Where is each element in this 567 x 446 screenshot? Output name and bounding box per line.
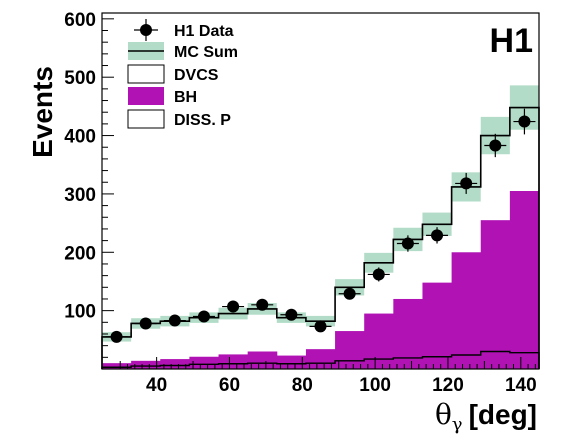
y-tick-label: 200 <box>64 243 96 264</box>
data-point <box>343 287 356 300</box>
legend: H1 Data MC Sum DVCS BH DISS. P <box>127 19 238 129</box>
data-point <box>431 229 444 242</box>
legend-label: MC Sum <box>174 44 238 61</box>
data-point <box>139 317 152 330</box>
bh-layer <box>102 191 540 369</box>
legend-data-marker <box>140 24 152 36</box>
data-point <box>285 308 298 321</box>
bh-bar <box>276 355 307 369</box>
x-tick-label: 140 <box>505 375 537 396</box>
x-axis-unit: [deg] <box>469 399 537 430</box>
x-tick-label: 40 <box>146 375 167 396</box>
data-point <box>256 298 269 311</box>
bh-bar <box>480 220 511 369</box>
data-points-layer <box>105 108 536 343</box>
data-point <box>110 330 123 343</box>
bh-bar <box>451 252 482 369</box>
data-point <box>460 177 473 190</box>
bh-bar <box>131 360 161 369</box>
x-tick-label: 60 <box>219 375 240 396</box>
legend-dvcs-swatch <box>127 64 165 84</box>
data-point <box>401 237 414 250</box>
bh-bar <box>335 331 365 369</box>
data-point <box>489 139 502 152</box>
x-tick-label: 120 <box>432 375 464 396</box>
legend-bh-swatch <box>128 87 164 105</box>
data-point <box>227 300 240 313</box>
y-tick-label: 500 <box>64 68 96 89</box>
data-point <box>168 314 181 327</box>
data-point <box>314 320 327 333</box>
legend-diss-p-swatch <box>127 109 165 129</box>
bh-bar <box>509 191 540 369</box>
x-tick-label: 80 <box>292 375 313 396</box>
legend-label: BH <box>174 89 197 106</box>
x-axis-title: θγ [deg] <box>435 398 537 435</box>
experiment-label: H1 <box>490 22 533 60</box>
y-tick-label: 100 <box>64 302 96 323</box>
x-tick-label: 100 <box>359 375 391 396</box>
data-point <box>372 268 385 281</box>
legend-label: DISS. P <box>174 112 231 129</box>
bh-bar <box>189 356 220 369</box>
plot-frame <box>101 12 540 370</box>
data-point <box>518 115 531 128</box>
bh-bar <box>305 349 336 369</box>
bh-bar <box>102 363 132 369</box>
legend-label: DVCS <box>174 67 219 84</box>
bh-bar <box>247 351 278 369</box>
data-point <box>197 310 210 323</box>
legend-label: H1 Data <box>174 23 234 40</box>
bh-bar <box>364 313 394 369</box>
y-tick-label: 600 <box>64 10 96 31</box>
y-tick-label: 400 <box>64 127 96 148</box>
bh-bar <box>218 354 249 369</box>
y-axis-title: Events <box>27 66 58 158</box>
diss-p-histogram <box>101 350 540 369</box>
y-tick-label: 300 <box>64 185 96 206</box>
x-axis-subscript: γ <box>452 414 463 435</box>
axes-layer: 40 60 80 100 120 140 100 200 300 400 500 600 <box>64 10 536 396</box>
bh-bar <box>422 282 453 369</box>
x-axis-symbol: θ <box>435 398 452 431</box>
bh-bar <box>160 359 190 369</box>
